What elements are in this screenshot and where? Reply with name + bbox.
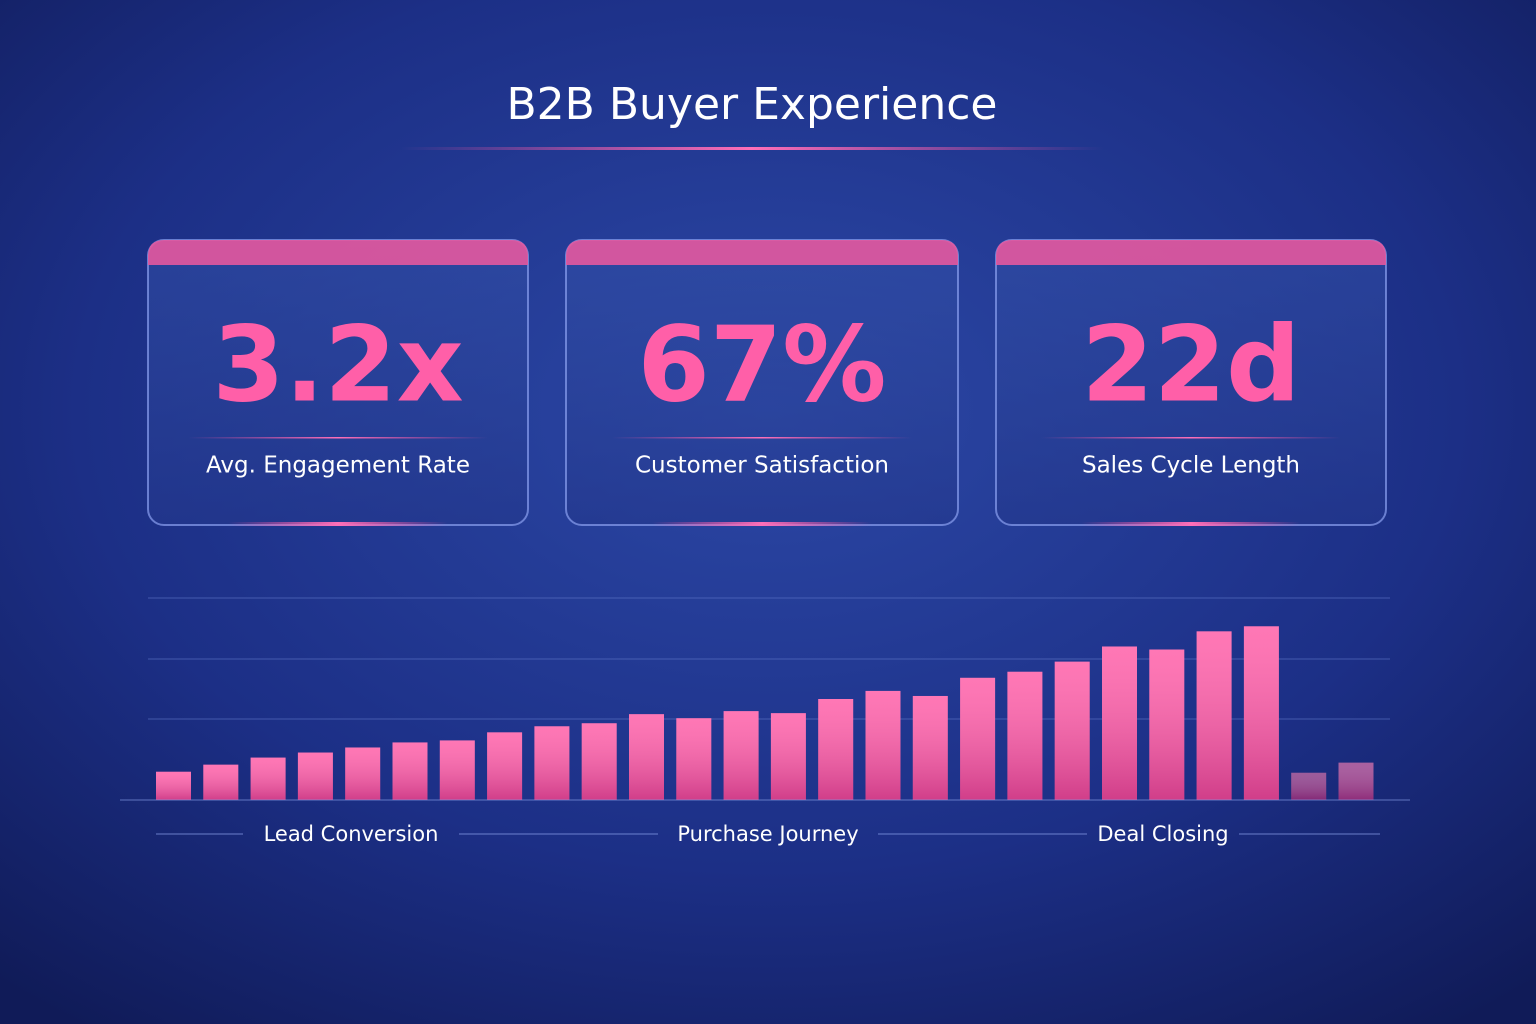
bar-shade — [1149, 649, 1185, 800]
card-glow — [1081, 522, 1301, 526]
bar-shade — [1243, 626, 1279, 800]
phase-label: Lead Conversion — [264, 822, 439, 846]
kpi-card: 22d Sales Cycle Length — [995, 239, 1387, 526]
kpi-card: 67% Customer Satisfaction — [565, 239, 959, 526]
card-divider — [1041, 437, 1341, 439]
bar-shade — [392, 742, 428, 800]
bar-shade — [345, 747, 381, 800]
card-header — [566, 240, 958, 265]
card-divider — [612, 437, 912, 439]
title: B2B Buyer Experience — [507, 79, 998, 130]
bar-shade — [865, 690, 901, 800]
phase-label: Purchase Journey — [677, 822, 858, 846]
kpi-card: 3.2x Avg. Engagement Rate — [147, 239, 529, 526]
bar-shade — [534, 726, 570, 800]
bar-shade — [487, 732, 523, 800]
bar-shade — [250, 757, 286, 800]
bar-shade — [912, 695, 948, 800]
bar-shade — [818, 699, 854, 800]
bar-shade — [676, 718, 712, 800]
bar-shade — [960, 677, 996, 800]
bar-shade — [156, 771, 191, 800]
kpi-value: 67% — [638, 303, 887, 425]
bar-shade — [1102, 646, 1137, 800]
bar-shade — [770, 713, 806, 800]
bar-shade — [1291, 772, 1327, 800]
kpi-label: Avg. Engagement Rate — [206, 453, 470, 479]
card-glow — [228, 522, 448, 526]
bar-shade — [1338, 762, 1374, 800]
bar-shade — [1007, 671, 1043, 800]
bar-shade — [297, 752, 333, 800]
kpi-label: Sales Cycle Length — [1082, 453, 1300, 479]
bar-shade — [723, 711, 759, 800]
bar-shade — [1054, 661, 1090, 800]
card-glow — [652, 522, 872, 526]
phase-label: Deal Closing — [1097, 822, 1228, 846]
title-underline — [400, 147, 1104, 150]
card-header — [148, 240, 528, 265]
bar-shade — [439, 740, 475, 800]
kpi-value: 3.2x — [212, 303, 463, 425]
kpi-value: 22d — [1081, 303, 1300, 425]
bar-shade — [629, 714, 664, 800]
kpi-label: Customer Satisfaction — [635, 453, 889, 479]
bar-shade — [203, 764, 239, 800]
card-header — [996, 240, 1386, 265]
bar-shade — [581, 723, 617, 800]
card-divider — [188, 437, 488, 439]
bar-shade — [1196, 631, 1232, 800]
